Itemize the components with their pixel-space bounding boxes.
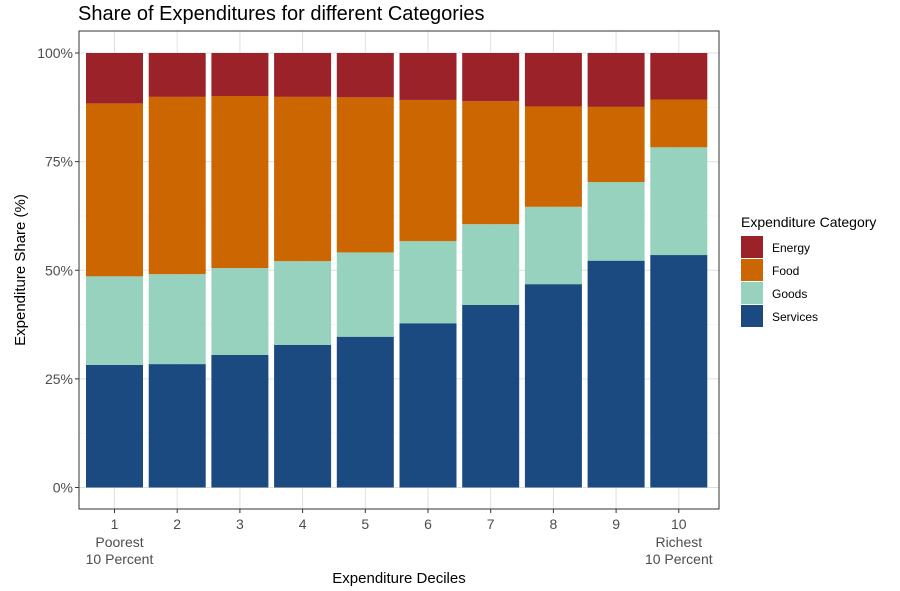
bar-goods-6	[399, 241, 457, 324]
bar-services-2	[148, 364, 206, 488]
bar-services-5	[336, 336, 394, 488]
series-energy	[86, 53, 708, 107]
bar-food-10	[650, 99, 708, 148]
bar-services-9	[587, 260, 645, 488]
legend-key-food	[741, 259, 763, 281]
series-goods	[86, 147, 708, 365]
y-tick-label: 100%	[37, 45, 73, 61]
bar-services-6	[399, 323, 457, 488]
x-tick-label: 4	[299, 516, 307, 532]
bar-services-3	[211, 354, 269, 488]
x-tick-sublabel: Poorest	[95, 534, 143, 550]
legend: Expenditure Category Energy Food Goods Serv…	[741, 214, 876, 327]
x-tick-sublabel: Richest	[655, 534, 702, 550]
bar-food-3	[211, 96, 269, 269]
x-tick-label: 5	[361, 516, 369, 532]
bar-food-9	[587, 106, 645, 183]
x-tick-label: 3	[236, 516, 244, 532]
bar-goods-1	[86, 276, 143, 365]
legend-label-energy: Energy	[772, 241, 810, 255]
series-services	[86, 255, 708, 488]
bar-services-1	[86, 364, 143, 488]
x-tick-label: 8	[550, 516, 558, 532]
legend-label-food: Food	[772, 264, 799, 278]
y-tick-label: 0%	[53, 480, 73, 496]
bar-food-8	[524, 106, 582, 207]
bar-food-7	[462, 101, 520, 225]
x-axis-title: Expenditure Deciles	[332, 570, 465, 587]
y-axis: 0% 25% 50% 75% 100%	[37, 45, 79, 496]
x-tick-sublabel: 10 Percent	[86, 551, 154, 567]
bar-energy-2	[148, 53, 206, 97]
bar-food-5	[336, 97, 394, 253]
y-axis-title: Expenditure Share (%)	[12, 194, 29, 346]
bar-goods-9	[587, 182, 645, 261]
legend-label-services: Services	[772, 310, 818, 324]
bar-energy-4	[274, 53, 332, 97]
chart-title: Share of Expenditures for different Cate…	[78, 3, 485, 25]
y-tick-label: 75%	[45, 154, 73, 170]
bar-energy-7	[462, 53, 520, 102]
plot-panel	[78, 30, 720, 510]
bar-food-2	[148, 96, 206, 275]
x-tick-label: 9	[612, 516, 620, 532]
legend-label-goods: Goods	[772, 287, 807, 301]
legend-title: Expenditure Category	[741, 214, 876, 230]
series-food	[86, 96, 708, 277]
legend-key-energy	[741, 236, 763, 258]
bar-energy-8	[524, 53, 582, 107]
y-tick-label: 25%	[45, 371, 73, 387]
x-tick-label: 7	[487, 516, 495, 532]
y-tick-label: 50%	[45, 262, 73, 278]
legend-key-services	[741, 305, 763, 327]
x-tick-label: 2	[173, 516, 181, 532]
bar-goods-2	[148, 274, 206, 365]
bar-services-8	[524, 284, 582, 488]
bar-food-6	[399, 99, 457, 242]
x-tick-label: 10	[671, 516, 687, 532]
bar-goods-7	[462, 224, 520, 306]
bar-goods-5	[336, 252, 394, 337]
bar-energy-6	[399, 53, 457, 100]
x-tick-label: 1	[111, 516, 119, 532]
bar-energy-9	[587, 53, 645, 107]
x-tick-sublabel: 10 Percent	[645, 551, 713, 567]
bar-services-7	[462, 305, 520, 488]
bar-services-4	[274, 344, 332, 488]
bar-goods-10	[650, 147, 708, 256]
bar-goods-8	[524, 206, 582, 285]
x-tick-label: 6	[424, 516, 432, 532]
bar-food-1	[86, 103, 143, 277]
bar-energy-10	[650, 53, 708, 100]
bar-services-10	[650, 255, 708, 488]
bar-energy-3	[211, 53, 269, 97]
legend-key-goods	[741, 282, 763, 304]
bar-energy-5	[336, 53, 394, 98]
bars	[86, 53, 708, 488]
bar-energy-1	[86, 53, 143, 104]
bar-goods-3	[211, 268, 269, 355]
bar-goods-4	[274, 261, 332, 345]
bar-food-4	[274, 96, 332, 262]
